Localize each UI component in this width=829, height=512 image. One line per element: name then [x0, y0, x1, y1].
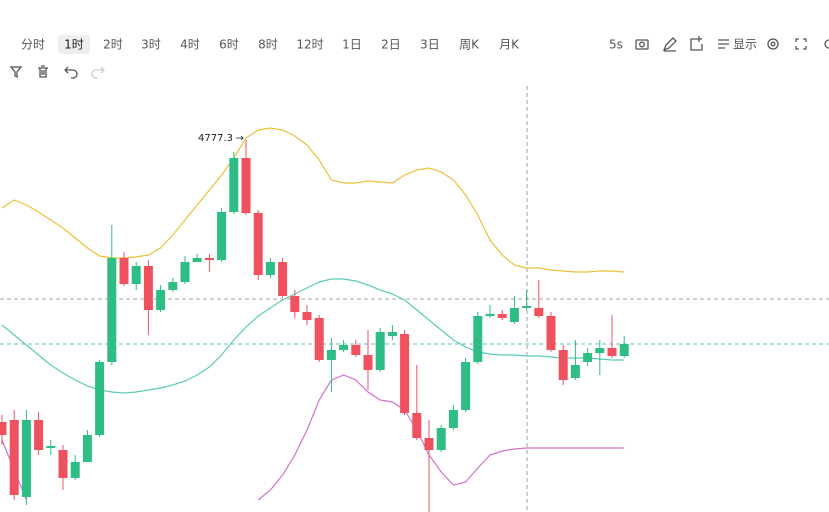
annotation-arrow — [236, 135, 244, 141]
candle-body — [290, 296, 300, 312]
candle-body — [595, 348, 605, 353]
candle-body — [424, 438, 434, 450]
candle-body — [143, 266, 153, 310]
candle-body — [546, 316, 556, 350]
camera-icon[interactable] — [635, 39, 649, 50]
pen-icon[interactable] — [662, 37, 677, 52]
candle-body — [278, 262, 288, 296]
active-tab-bg — [58, 35, 90, 54]
interval-tab[interactable]: 周K — [459, 38, 480, 52]
candle-body — [82, 435, 92, 462]
candle-body — [217, 212, 227, 260]
fullscreen-icon[interactable] — [795, 38, 807, 50]
candle-body — [497, 314, 507, 318]
plot: 4777.3 — [0, 127, 629, 512]
interval-tab[interactable]: 分时 — [21, 38, 45, 52]
refresh-label[interactable]: 5s — [609, 38, 623, 52]
band-line — [1, 278, 625, 394]
list-icon[interactable] — [718, 39, 729, 49]
interval-tab[interactable]: 2日 — [381, 38, 401, 52]
trash-icon[interactable] — [38, 65, 48, 78]
interval-tab[interactable]: 月K — [499, 38, 520, 52]
candle-body — [204, 258, 214, 260]
candle-body — [314, 318, 324, 360]
interval-tab[interactable]: 3日 — [420, 38, 440, 52]
interval-tab[interactable]: 3时 — [141, 38, 161, 52]
candle-body — [412, 413, 422, 438]
band-line — [1, 127, 625, 273]
candle-body — [570, 365, 580, 378]
interval-tab[interactable]: 4时 — [180, 38, 200, 52]
candle-body — [21, 420, 31, 497]
candle-body — [9, 420, 19, 495]
candle-body — [180, 262, 190, 282]
candle-body — [34, 420, 44, 450]
candle-body — [363, 355, 373, 370]
candle-body — [400, 334, 410, 413]
candle-body — [107, 258, 117, 362]
gear-icon[interactable] — [767, 38, 779, 50]
candle-body — [156, 290, 166, 310]
interval-tab[interactable]: 1时 — [64, 38, 84, 52]
candle-body — [583, 353, 593, 362]
undo-icon[interactable] — [64, 66, 78, 79]
interval-tab[interactable]: 12时 — [296, 38, 323, 52]
candle-body — [131, 266, 141, 284]
interval-tab[interactable]: 1日 — [342, 38, 362, 52]
share-icon[interactable] — [690, 36, 703, 51]
candle-body — [0, 422, 7, 435]
candle-body — [375, 332, 385, 370]
candle-body — [509, 308, 519, 322]
high-annotation: 4777.3 — [198, 133, 233, 144]
right-icons — [635, 36, 829, 52]
candle-body — [119, 258, 129, 284]
draw-tools — [9, 65, 105, 79]
interval-tab[interactable]: 6时 — [219, 38, 239, 52]
candle-body — [58, 450, 68, 478]
candle-body — [168, 282, 178, 290]
toolbar: 分时 1时 2时 3时 4时 6时 8时 12时 1日 2日 3日 周K 月K 5s 显示 — [21, 35, 757, 54]
candle-body — [619, 344, 629, 356]
candle-body — [95, 362, 105, 435]
candle-body — [387, 332, 397, 336]
filter-icon[interactable] — [9, 66, 23, 79]
candle-body — [302, 312, 312, 320]
candle-body — [253, 213, 263, 275]
candle-body — [192, 258, 202, 262]
candle-body — [473, 316, 483, 362]
candle-body — [461, 362, 471, 410]
candle-body — [326, 350, 336, 360]
interval-tab[interactable]: 8时 — [258, 38, 278, 52]
candle-body — [265, 262, 275, 275]
candle-body — [448, 410, 458, 428]
candle-body — [351, 345, 361, 355]
display-label[interactable]: 显示 — [733, 38, 757, 52]
candle-body — [339, 345, 349, 350]
crosshair — [0, 86, 829, 512]
candle-body — [522, 306, 532, 308]
redo-icon[interactable] — [91, 66, 105, 79]
candle-body — [436, 428, 446, 450]
candle-body — [485, 314, 495, 316]
candle-body — [46, 446, 56, 448]
candle-body — [229, 158, 239, 212]
candle-body — [607, 348, 617, 356]
candle-body — [534, 308, 544, 316]
more-icon[interactable] — [824, 39, 829, 49]
candle-body — [558, 350, 568, 380]
candle-body — [241, 158, 251, 213]
interval-tab[interactable]: 2时 — [103, 38, 123, 52]
candle-body — [70, 462, 80, 478]
